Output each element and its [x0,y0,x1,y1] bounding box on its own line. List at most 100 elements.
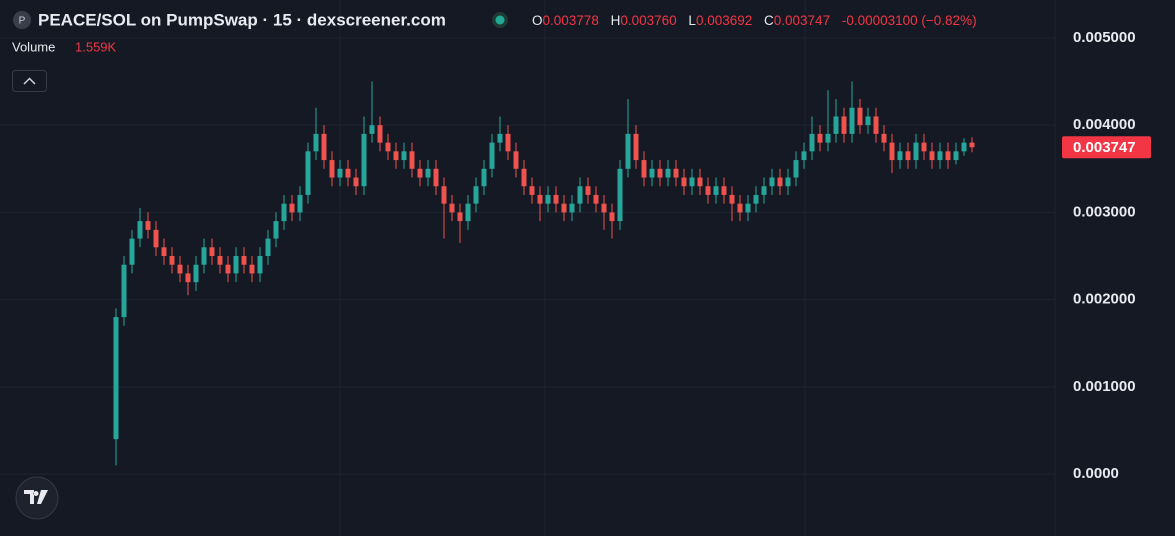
candle-body [793,160,799,178]
ohlc-letter: L [688,13,696,28]
candle-body [681,177,687,187]
candle-body [281,203,287,222]
candle-body [241,256,247,265]
candle-body [169,256,175,265]
candle-body [609,212,615,222]
candle-body [729,194,735,204]
chart-title: PEACE/SOL on PumpSwap · 15 · dexscreener… [38,10,446,29]
candle-body [513,151,519,169]
candle-body [585,186,591,195]
ohlc-value: 0.003692 [696,13,752,28]
candle-body [721,186,727,195]
ohlc-value: 0.003760 [620,13,676,28]
candle-body [825,133,831,143]
tv-logo-mark [24,490,48,504]
ohlc-value: 0.003778 [543,13,599,28]
candle-body [193,264,199,283]
candle-body [217,256,223,265]
candle-body [769,177,775,187]
candle-body [425,168,431,178]
ohlc-letter: H [611,13,621,28]
candle-body [665,168,671,178]
candle-body [865,116,871,126]
tv-logo[interactable] [15,476,59,520]
y-tick-label: 0.0000 [1073,465,1119,482]
candle-body [257,256,263,274]
candle-body [329,160,335,178]
candle-body [673,168,679,178]
ohlc-value: 0.003747 [774,13,830,28]
candle-body [385,142,391,152]
symbol-icon [13,11,31,29]
candle-body [465,203,471,222]
candle-body [761,186,767,195]
candle-body [905,151,911,161]
candle-body [145,221,151,230]
candle-body [201,247,207,265]
candle-body [593,194,599,204]
candle-body [625,133,631,169]
candle-body [873,116,879,134]
candle-body [689,177,695,187]
plot [0,37,1055,475]
candle-body [401,151,407,161]
candle-body [113,317,119,440]
candle-body [345,168,351,178]
y-tick-label: 0.002000 [1073,291,1136,308]
candle-body [473,186,479,204]
candle-body [753,194,759,204]
candle-body [561,203,567,213]
candle-body [273,221,279,239]
candle-body [577,186,583,204]
candle-body [209,247,215,257]
candle-body [849,107,855,134]
candle-body [377,125,383,143]
candle-body [361,133,367,187]
candle-body [489,142,495,169]
y-tick-label: 0.004000 [1073,116,1136,133]
candle-body [705,186,711,195]
collapse-button[interactable] [12,70,47,92]
candle-body [545,194,551,204]
candle-body [889,142,895,161]
candle-body [809,133,815,152]
candle-body [881,133,887,143]
volume-label: Volume [12,39,55,54]
candle-body [313,133,319,152]
candle-body [177,264,183,274]
candle-body [417,168,423,178]
ohlc-letter: O [532,13,543,28]
candle-body [297,194,303,213]
candle-body [945,151,951,161]
candle-body [129,238,135,265]
candle-body [393,151,399,161]
candle-body [713,186,719,195]
y-tick-label: 0.001000 [1073,378,1136,395]
candle-body [249,264,255,274]
symbol-icon-letter: P [19,16,26,27]
candle-body [857,107,863,126]
last-price-label: 0.003747 [1073,139,1136,156]
last-price-tag [1062,136,1151,159]
volume-value: 1.559K [75,39,117,54]
candle-body [801,151,807,161]
candle-body [601,203,607,213]
candle-body [817,133,823,143]
candle-body [953,151,959,161]
candle-body [409,151,415,169]
candle-body [121,264,127,318]
candle-body [833,116,839,134]
candle-body [153,229,159,248]
candle-body [321,133,327,161]
candle-body [913,142,919,161]
candle-body [937,151,943,161]
candle-body [569,203,575,213]
candle-body [785,177,791,187]
candle-body [305,151,311,195]
candle-body [697,177,703,187]
candle-body [777,177,783,187]
y-tick-label: 0.003000 [1073,203,1136,220]
